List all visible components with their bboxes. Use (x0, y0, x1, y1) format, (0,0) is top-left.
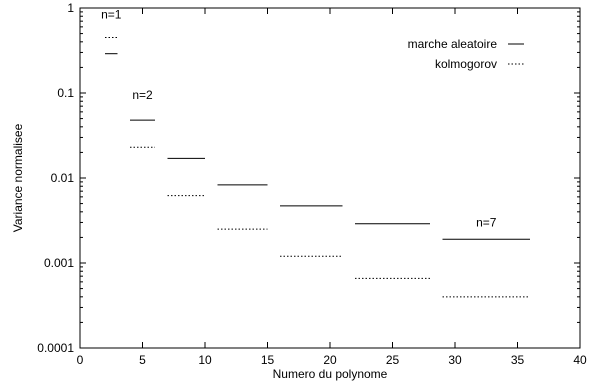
legend-label: kolmogorov (435, 57, 497, 71)
x-tick-label: 15 (261, 353, 275, 367)
legend: marche aleatoire kolmogorov (408, 37, 524, 71)
x-tick-label: 30 (448, 353, 462, 367)
y-tick-label: 1 (67, 1, 74, 15)
series-marche-aleatoire (105, 53, 530, 240)
x-tick-label: 20 (323, 353, 337, 367)
x-tick-label: 10 (198, 353, 212, 367)
x-tick-label: 25 (386, 353, 400, 367)
y-tick-label: 0.001 (44, 256, 74, 270)
legend-label: marche aleatoire (408, 37, 498, 51)
x-tick-label: 35 (511, 353, 525, 367)
axis-ticks: 0 5 10 15 20 25 30 35 40 0.0001 0.001 0.01 0.1 1 (37, 1, 587, 367)
y-tick-label: 0.0001 (37, 341, 74, 355)
x-tick-label: 0 (77, 353, 84, 367)
x-axis-label: Numero du polynome (273, 367, 388, 381)
x-tick-label: 40 (573, 353, 587, 367)
series-layer (105, 36, 530, 298)
annotations: n=1 n=2 n=7 (101, 8, 497, 230)
series-kolmogorov (105, 36, 530, 298)
x-tick-label: 5 (139, 353, 146, 367)
y-axis-label: Variance normalisee (11, 123, 25, 232)
y-tick-label: 0.01 (51, 171, 75, 185)
annotation-label: n=7 (476, 215, 497, 229)
annotation-label: n=2 (132, 88, 153, 102)
annotation-label: n=1 (101, 8, 122, 22)
y-tick-label: 0.1 (57, 86, 74, 100)
plot-frame (79, 7, 581, 349)
